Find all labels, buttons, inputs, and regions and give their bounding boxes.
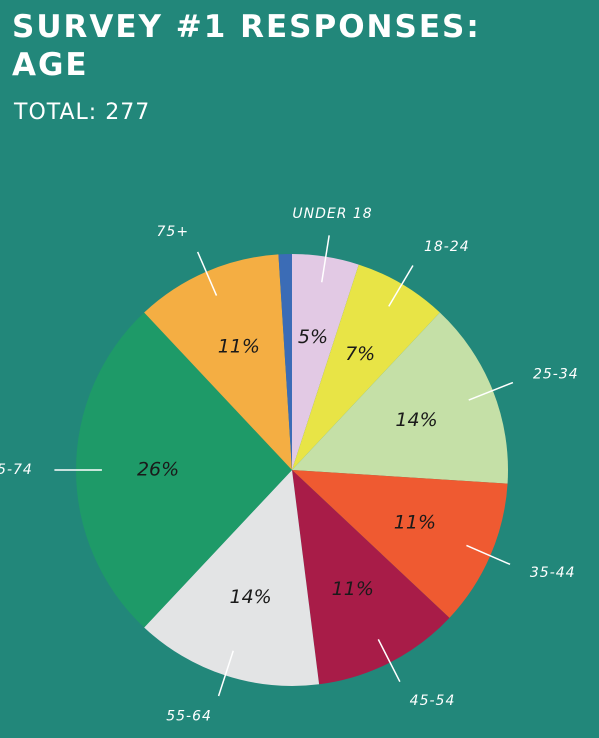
chart-subtitle: TOTAL: 277: [14, 100, 151, 125]
category-label: 65-74: [0, 462, 33, 478]
leader-line: [377, 639, 401, 683]
leader-line: [217, 650, 234, 697]
pie-slice: [76, 312, 292, 628]
category-label: 18-24: [424, 239, 470, 255]
pie-slice: [144, 470, 320, 686]
pie-slice: [292, 312, 508, 484]
leader-line: [388, 265, 414, 307]
pie-slice: [292, 470, 508, 618]
category-label: 25-34: [533, 367, 579, 383]
leader-line: [466, 544, 511, 566]
leader-line: [468, 381, 514, 401]
pie-slice: [292, 264, 440, 470]
slice-percent: 14%: [229, 586, 271, 608]
pie-slice: [278, 254, 292, 470]
leader-line: [320, 235, 330, 283]
pie-slice: [292, 254, 359, 470]
slice-percent: 11%: [394, 512, 436, 534]
slice-percent: 11%: [218, 336, 260, 358]
slice-percent: 11%: [332, 578, 374, 600]
category-label: 35-44: [530, 565, 576, 581]
slice-percent: 26%: [137, 459, 179, 481]
leader-line: [196, 251, 218, 296]
chart-title: SURVEY #1 RESPONSES: AGE: [12, 9, 481, 83]
category-label: 55-64: [166, 709, 212, 725]
slice-percent: 14%: [395, 409, 437, 431]
slice-percent: 7%: [345, 343, 375, 365]
slice-percent: 5%: [298, 326, 328, 348]
category-label: 45-54: [410, 693, 456, 709]
category-label: 75+: [157, 224, 190, 240]
category-label: UNDER 18: [292, 206, 372, 222]
pie-slice: [292, 470, 450, 685]
pie-slice: [144, 254, 292, 470]
